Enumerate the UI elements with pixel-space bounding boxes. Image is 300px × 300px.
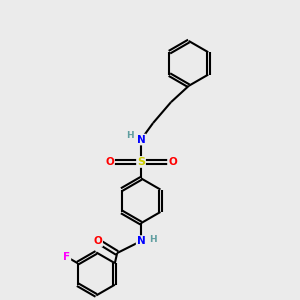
Text: H: H [149, 235, 157, 244]
Text: N: N [137, 236, 146, 246]
Text: S: S [137, 157, 145, 167]
Text: O: O [93, 236, 102, 246]
Text: O: O [168, 157, 177, 167]
Text: O: O [105, 157, 114, 167]
Text: H: H [126, 131, 134, 140]
Text: F: F [63, 252, 70, 262]
Text: N: N [137, 134, 146, 145]
